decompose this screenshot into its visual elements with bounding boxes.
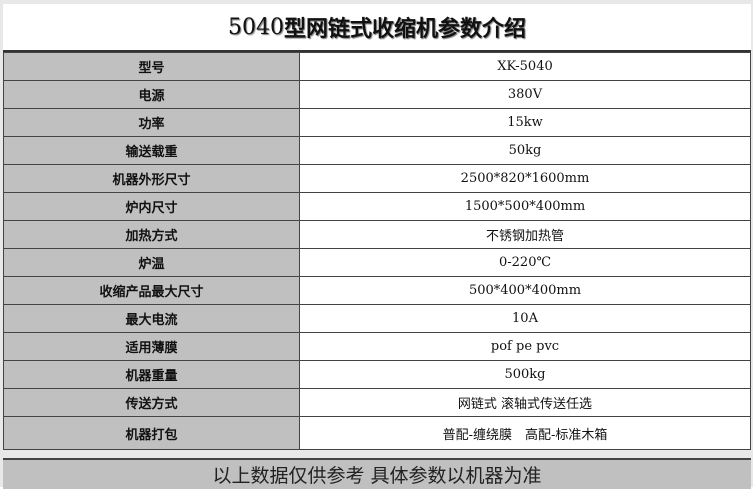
spec-value-cell[interactable]: 10A bbox=[299, 304, 751, 333]
spec-label-cell[interactable]: 机器外形尺寸 bbox=[3, 164, 300, 193]
spec-value-cell[interactable]: 网链式 滚轴式传送任选 bbox=[299, 388, 751, 417]
spec-value-cell[interactable]: 普配-缠绕膜 高配-标准木箱 bbox=[299, 416, 751, 450]
spec-label-cell[interactable]: 电源 bbox=[3, 80, 300, 109]
table-row: 机器外形尺寸 2500*820*1600mm bbox=[3, 164, 751, 193]
spec-label-cell[interactable]: 加热方式 bbox=[3, 220, 300, 249]
spec-label-cell[interactable]: 机器打包 bbox=[3, 416, 300, 450]
spec-label-cell[interactable]: 最大电流 bbox=[3, 304, 300, 333]
table-row: 型号 XK-5040 bbox=[3, 52, 751, 81]
spec-label-cell[interactable]: 机器重量 bbox=[3, 360, 300, 389]
spec-value-cell[interactable]: pof pe pvc bbox=[299, 332, 751, 361]
spec-value-cell[interactable]: 380V bbox=[299, 80, 751, 109]
spec-label-cell[interactable]: 炉温 bbox=[3, 248, 300, 277]
spec-value-cell[interactable]: 不锈钢加热管 bbox=[299, 220, 751, 249]
spec-value-cell[interactable]: 500*400*400mm bbox=[299, 276, 751, 305]
spec-label-cell[interactable]: 适用薄膜 bbox=[3, 332, 300, 361]
spec-value-cell[interactable]: 1500*500*400mm bbox=[299, 192, 751, 221]
table-row: 输送载重 50kg bbox=[3, 136, 751, 165]
spec-label-cell[interactable]: 收缩产品最大尺寸 bbox=[3, 276, 300, 305]
spec-label-cell[interactable]: 功率 bbox=[3, 108, 300, 137]
table-row: 机器打包 普配-缠绕膜 高配-标准木箱 bbox=[3, 416, 751, 450]
table-row: 传送方式 网链式 滚轴式传送任选 bbox=[3, 388, 751, 417]
table-row: 机器重量 500kg bbox=[3, 360, 751, 389]
spec-label-cell[interactable]: 输送载重 bbox=[3, 136, 300, 165]
table-row: 炉内尺寸 1500*500*400mm bbox=[3, 192, 751, 221]
table-row: 功率 15kw bbox=[3, 108, 751, 137]
table-row: 收缩产品最大尺寸 500*400*400mm bbox=[3, 276, 751, 305]
sheet-title[interactable]: 5040 型网链式收缩机参数介绍 bbox=[3, 4, 751, 52]
table-row: 炉温 0-220℃ bbox=[3, 248, 751, 277]
title-model: 5040 bbox=[227, 14, 284, 40]
spec-label-cell[interactable]: 型号 bbox=[3, 52, 300, 81]
spec-table: 型号 XK-5040 电源 380V 功率 15kw 输送载重 50kg 机器外形尺寸 2500*… bbox=[3, 52, 751, 450]
spec-value-cell[interactable]: XK-5040 bbox=[299, 52, 751, 81]
table-row: 加热方式 不锈钢加热管 bbox=[3, 220, 751, 249]
spec-value-cell[interactable]: 500kg bbox=[299, 360, 751, 389]
footer-note[interactable]: 以上数据仅供参考 具体参数以机器为准 bbox=[3, 458, 751, 489]
spec-label-cell[interactable]: 炉内尺寸 bbox=[3, 192, 300, 221]
spec-value-cell[interactable]: 15kw bbox=[299, 108, 751, 137]
spec-value-cell[interactable]: 0-220℃ bbox=[299, 248, 751, 277]
table-row: 适用薄膜 pof pe pvc bbox=[3, 332, 751, 361]
table-row: 电源 380V bbox=[3, 80, 751, 109]
title-text: 型网链式收缩机参数介绍 bbox=[283, 17, 526, 42]
table-row: 最大电流 10A bbox=[3, 304, 751, 333]
spec-value-cell[interactable]: 50kg bbox=[299, 136, 751, 165]
spec-label-cell[interactable]: 传送方式 bbox=[3, 388, 300, 417]
spec-value-cell[interactable]: 2500*820*1600mm bbox=[299, 164, 751, 193]
